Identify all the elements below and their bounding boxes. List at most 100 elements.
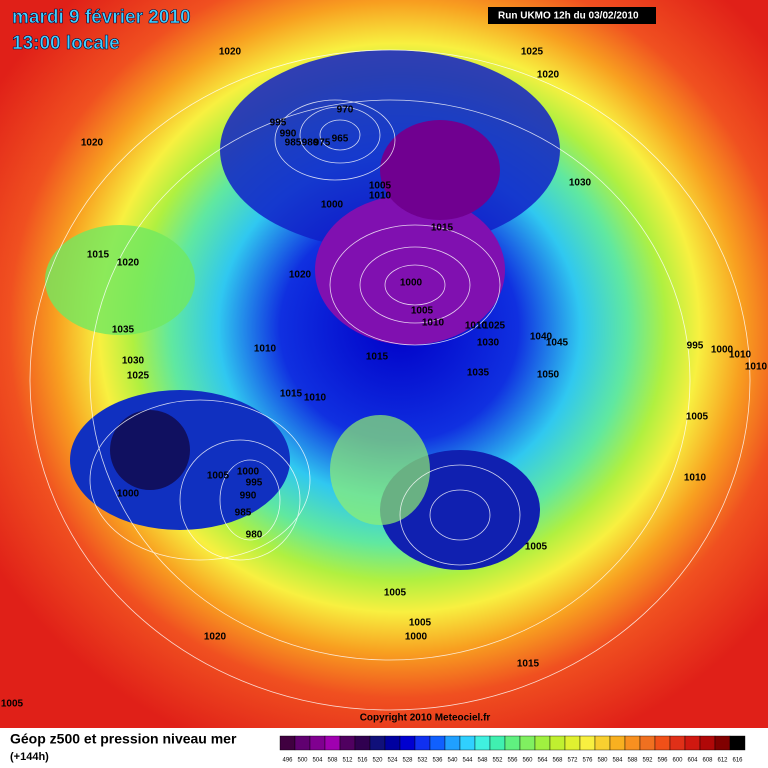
scale-swatch <box>444 735 461 751</box>
scale-label: 568 <box>552 758 563 764</box>
isobar-label: 1020 <box>204 632 227 643</box>
scale-swatch <box>669 735 686 751</box>
scale-swatch <box>414 735 431 751</box>
date: mardi 9 février 2010 <box>12 7 191 28</box>
isobar-label: 1015 <box>517 659 540 670</box>
ridge <box>330 415 430 525</box>
isobar-label: 1010 <box>729 350 752 361</box>
isobar-label: 1005 <box>409 618 432 629</box>
isobar-label: 1020 <box>117 258 140 269</box>
scale-label: 516 <box>357 758 368 764</box>
isobar-label: 1020 <box>219 47 242 58</box>
isobar-label: 980 <box>246 530 263 541</box>
scale-swatch <box>639 735 656 751</box>
scale-swatch <box>534 735 551 751</box>
scale-swatch <box>714 735 731 751</box>
scale-label: 544 <box>462 758 473 764</box>
isobar-label: 1035 <box>467 368 490 379</box>
isobar-label: 1005 <box>384 588 407 599</box>
scale-label: 600 <box>672 758 683 764</box>
scale-label: 508 <box>327 758 338 764</box>
isobar-label: 985 <box>285 138 302 149</box>
scale-label: 580 <box>597 758 608 764</box>
isobar-label: 1010 <box>369 191 392 202</box>
legend-title: Géop z500 et pression niveau mer <box>10 731 237 747</box>
scale-label: 604 <box>687 758 698 764</box>
scale-swatch <box>339 735 356 751</box>
isobar-label: 1040 <box>530 332 553 343</box>
isobar-label: 1020 <box>81 138 104 149</box>
run-box <box>488 7 656 24</box>
scale-label: 532 <box>417 758 428 764</box>
scale-label: 496 <box>282 758 293 764</box>
isobar-label: 1015 <box>280 389 303 400</box>
scale-label: 552 <box>492 758 503 764</box>
scale-label: 608 <box>702 758 713 764</box>
isobar-label: 975 <box>314 138 331 149</box>
isobar-label: 1005 <box>207 471 230 482</box>
isobar-label: 1050 <box>537 370 560 381</box>
isobar-label: 1000 <box>400 278 423 289</box>
isobar-label: 1025 <box>483 321 506 332</box>
copyright: Copyright 2010 Meteociel.fr <box>360 713 491 724</box>
scale-label: 512 <box>342 758 353 764</box>
scale-swatch <box>429 735 446 751</box>
scale-label: 560 <box>522 758 533 764</box>
isobar-label: 1000 <box>117 489 140 500</box>
scale-swatch <box>489 735 506 751</box>
isobar-label: 990 <box>280 129 297 140</box>
isobar-label: 1010 <box>304 393 327 404</box>
isobar-label: 1035 <box>112 325 135 336</box>
isobar-label: 1010 <box>745 362 768 373</box>
isobar-label: 1010 <box>684 473 707 484</box>
isobar-label: 1020 <box>537 70 560 81</box>
isobar-label: 985 <box>235 508 252 519</box>
scale-swatch <box>309 735 326 751</box>
scale-label: 596 <box>657 758 668 764</box>
isobar-label: 1005 <box>411 306 434 317</box>
isobar-label: 1045 <box>546 338 569 349</box>
scale-label: 612 <box>717 758 728 764</box>
scale-label: 504 <box>312 758 323 764</box>
isobar-label: 1010 <box>254 344 277 355</box>
isobar-label: 1025 <box>521 47 544 58</box>
low-core <box>380 120 500 220</box>
isobar-label: 995 <box>687 341 704 352</box>
isobar-label: 1015 <box>366 352 389 363</box>
scale-swatch <box>279 735 296 751</box>
isobar-label: 1005 <box>369 181 392 192</box>
scale-label: 524 <box>387 758 398 764</box>
ridge <box>45 225 195 335</box>
isobar-label: 1030 <box>477 338 500 349</box>
scale-label: 572 <box>567 758 578 764</box>
scale-label: 584 <box>612 758 623 764</box>
scale-swatch <box>519 735 536 751</box>
low-core <box>110 410 190 490</box>
scale-label: 528 <box>402 758 413 764</box>
scale-swatch <box>684 735 701 751</box>
scale-label: 588 <box>627 758 638 764</box>
isobar-label: 980 <box>302 138 319 149</box>
scale-swatch <box>294 735 311 751</box>
isobar-label: 995 <box>270 118 287 129</box>
scale-swatch <box>504 735 521 751</box>
scale-swatch <box>624 735 641 751</box>
scale-label: 616 <box>732 758 743 764</box>
isobar-label: 1005 <box>1 699 24 710</box>
scale-label: 540 <box>447 758 458 764</box>
isobar-label: 1000 <box>237 467 260 478</box>
scale-swatch <box>699 735 716 751</box>
isobar-label: 1015 <box>431 223 454 234</box>
scale-swatch <box>369 735 386 751</box>
isobar-label: 1000 <box>321 200 344 211</box>
scale-swatch <box>729 735 746 751</box>
isobar-label: 1005 <box>686 412 709 423</box>
scale-swatch <box>399 735 416 751</box>
isobar-label: 1030 <box>122 356 145 367</box>
isobar-label: 1010 <box>422 318 445 329</box>
scale-swatch <box>324 735 341 751</box>
legend-subtitle: (+144h) <box>10 751 49 763</box>
scale-label: 548 <box>477 758 488 764</box>
scale-label: 556 <box>507 758 518 764</box>
